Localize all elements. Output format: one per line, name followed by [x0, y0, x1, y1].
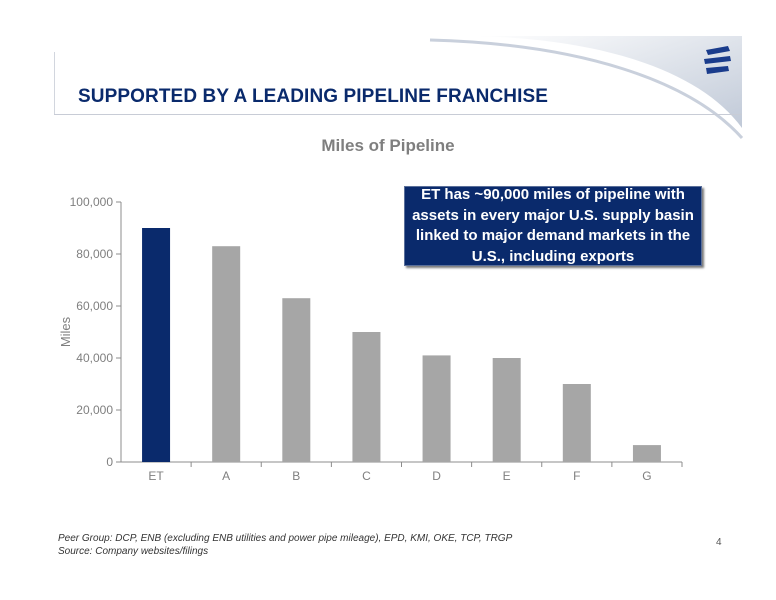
bar-a — [212, 246, 241, 462]
source-note: Source: Company websites/filings — [58, 546, 209, 557]
callout-box: ET has ~90,000 miles of pipeline with as… — [404, 186, 702, 266]
y-tick-label: 0 — [106, 455, 113, 469]
peer-group-note: Peer Group: DCP, ENB (excluding ENB util… — [58, 533, 513, 544]
bar-b — [282, 298, 311, 462]
chart-title: Miles of Pipeline — [321, 136, 455, 155]
callout-text: ET has ~90,000 miles of pipeline with as… — [412, 186, 694, 265]
y-axis-label: Miles — [58, 316, 73, 347]
y-tick-label: 80,000 — [76, 247, 113, 261]
x-tick-label: G — [642, 469, 651, 483]
slide-title: SUPPORTED BY A LEADING PIPELINE FRANCHIS… — [78, 86, 549, 107]
bar-g — [632, 445, 661, 462]
x-tick-label: D — [432, 469, 441, 483]
y-tick-label: 100,000 — [70, 195, 114, 209]
y-tick-label: 20,000 — [76, 403, 113, 417]
y-tick-label: 60,000 — [76, 299, 113, 313]
footnotes: Peer Group: DCP, ENB (excluding ENB util… — [58, 532, 512, 558]
x-tick-label: F — [573, 469, 580, 483]
page-number: 4 — [716, 537, 722, 548]
header-left-rule — [54, 52, 55, 114]
x-tick-label: E — [503, 469, 511, 483]
x-tick-label: C — [362, 469, 371, 483]
header-underline — [54, 114, 742, 115]
y-tick-label: 40,000 — [76, 351, 113, 365]
bar-c — [352, 332, 381, 462]
bar-e — [492, 358, 521, 462]
x-tick-label: B — [292, 469, 300, 483]
x-tick-label: A — [222, 469, 230, 483]
bar-d — [422, 355, 451, 462]
bar-et — [142, 228, 171, 462]
company-logo-icon — [704, 46, 731, 74]
bar-f — [562, 384, 591, 462]
x-tick-label: ET — [148, 469, 164, 483]
